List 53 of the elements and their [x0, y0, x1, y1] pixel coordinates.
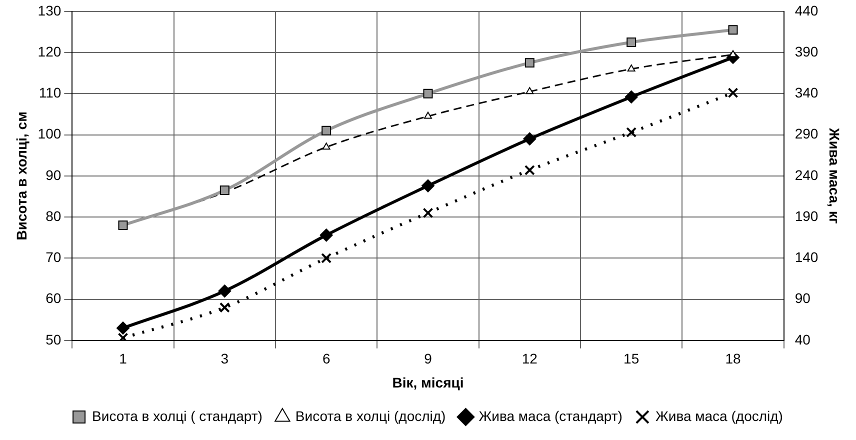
- y-axis-title: Висота в холці, см: [13, 112, 30, 240]
- point: [218, 284, 232, 298]
- x-tick-label: 12: [522, 350, 538, 367]
- y-tick-label: 60: [46, 290, 62, 306]
- x-tick-label: 3: [220, 350, 229, 367]
- x-tick-label: 15: [624, 350, 640, 367]
- point: [624, 90, 638, 104]
- y2-tick-label: 440: [794, 2, 818, 18]
- point: [321, 252, 332, 264]
- y-tick-label: 70: [46, 249, 62, 266]
- legend-label: Висота в холці ( стандарт): [92, 408, 262, 424]
- y2-tick-label: 340: [794, 84, 818, 101]
- y2-tick-label: 390: [794, 43, 818, 60]
- point: [424, 112, 432, 119]
- point: [524, 164, 535, 176]
- point: [627, 64, 636, 72]
- point: [523, 132, 536, 146]
- point: [728, 88, 738, 98]
- point: [322, 142, 330, 150]
- point: [423, 88, 433, 98]
- y2-tick-label: 140: [794, 249, 818, 266]
- legend-label: Висота в холці (дослід): [295, 408, 446, 424]
- y2-tick-label: 190: [794, 208, 818, 224]
- point: [422, 208, 434, 218]
- y2-tick-label: 290: [794, 126, 818, 142]
- x-tick-label: 18: [725, 350, 742, 367]
- y-tick-label: 80: [46, 208, 62, 224]
- point: [626, 38, 636, 47]
- x-tick-label: 9: [424, 350, 432, 367]
- point: [626, 127, 637, 138]
- point: [526, 87, 534, 94]
- point: [219, 302, 230, 313]
- point: [422, 179, 434, 192]
- x-axis-title: Вік, місяці: [392, 374, 464, 390]
- y2-axis-title: Жива маса, кг: [826, 127, 843, 224]
- point: [728, 25, 738, 35]
- y2-tick-label: 40: [794, 331, 811, 348]
- y-tick-label: 90: [46, 166, 62, 183]
- y-tick-label: 100: [38, 126, 62, 142]
- point: [322, 126, 332, 136]
- y-tick-label: 130: [38, 2, 62, 18]
- y2-tick-label: 90: [794, 290, 811, 306]
- y-tick-label: 110: [38, 84, 62, 101]
- legend-label: Жива маса (дослід): [655, 408, 783, 424]
- point: [320, 228, 333, 242]
- x-tick-label: 6: [322, 350, 330, 367]
- point: [116, 322, 130, 335]
- legend-label: Жива маса (стандарт): [478, 408, 622, 424]
- y2-tick-label: 240: [794, 166, 818, 183]
- point: [524, 58, 534, 68]
- x-tick-label: 1: [119, 350, 128, 367]
- y-tick-label: 50: [46, 331, 62, 348]
- y-tick-label: 120: [38, 43, 62, 60]
